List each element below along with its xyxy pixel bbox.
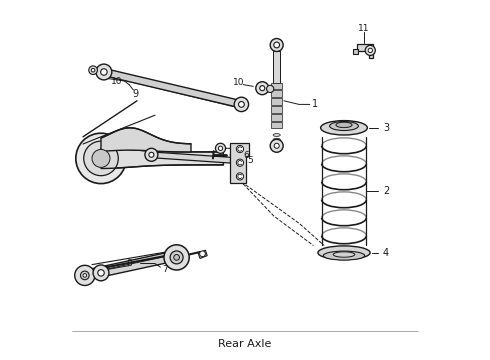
Text: 11: 11	[358, 24, 369, 33]
Polygon shape	[353, 49, 358, 54]
Polygon shape	[151, 152, 231, 163]
Text: 10: 10	[111, 77, 122, 86]
Text: 7: 7	[162, 265, 168, 274]
Circle shape	[76, 133, 126, 184]
Polygon shape	[230, 143, 248, 183]
Ellipse shape	[273, 148, 280, 150]
Text: 4: 4	[383, 248, 389, 258]
Polygon shape	[271, 122, 282, 128]
Polygon shape	[273, 51, 280, 83]
Circle shape	[84, 141, 118, 176]
Polygon shape	[101, 148, 223, 168]
Circle shape	[100, 69, 107, 75]
Circle shape	[89, 66, 98, 75]
Circle shape	[93, 265, 109, 281]
Polygon shape	[271, 98, 282, 105]
Circle shape	[149, 152, 154, 157]
Ellipse shape	[333, 252, 355, 257]
Polygon shape	[103, 68, 242, 108]
Ellipse shape	[320, 121, 368, 135]
Circle shape	[236, 145, 244, 153]
Circle shape	[216, 143, 225, 153]
Circle shape	[260, 86, 265, 91]
Ellipse shape	[323, 251, 365, 260]
Ellipse shape	[273, 138, 280, 141]
Circle shape	[74, 265, 95, 285]
Circle shape	[96, 64, 112, 80]
Circle shape	[219, 146, 222, 150]
Polygon shape	[101, 128, 191, 152]
Text: 1: 1	[312, 99, 318, 109]
Circle shape	[145, 148, 158, 161]
Circle shape	[365, 45, 375, 55]
Circle shape	[234, 97, 248, 112]
Text: 2: 2	[383, 186, 389, 196]
Circle shape	[236, 173, 244, 180]
Polygon shape	[357, 44, 373, 58]
Polygon shape	[271, 106, 282, 113]
Circle shape	[239, 102, 245, 107]
Circle shape	[174, 255, 179, 260]
Text: 5: 5	[247, 156, 253, 165]
Circle shape	[199, 251, 205, 257]
Ellipse shape	[273, 143, 280, 146]
Circle shape	[170, 251, 183, 264]
Polygon shape	[84, 251, 178, 280]
Polygon shape	[271, 83, 282, 89]
Text: Rear Axle: Rear Axle	[219, 339, 271, 349]
Ellipse shape	[273, 134, 280, 136]
Polygon shape	[271, 114, 282, 121]
Circle shape	[368, 48, 372, 53]
Circle shape	[92, 149, 110, 167]
Polygon shape	[271, 90, 282, 97]
Text: 9: 9	[132, 89, 139, 99]
Circle shape	[274, 42, 280, 48]
Circle shape	[274, 143, 279, 148]
Circle shape	[236, 159, 244, 166]
Ellipse shape	[330, 122, 358, 130]
Ellipse shape	[318, 246, 370, 260]
Circle shape	[164, 245, 189, 270]
Circle shape	[270, 139, 283, 152]
Circle shape	[80, 271, 89, 280]
Circle shape	[91, 68, 95, 72]
Text: 3: 3	[383, 123, 389, 133]
Text: 6: 6	[243, 151, 249, 160]
Text: 10: 10	[233, 77, 245, 86]
Text: 8: 8	[126, 259, 132, 268]
Circle shape	[270, 39, 283, 51]
Circle shape	[267, 85, 274, 93]
Circle shape	[256, 82, 269, 95]
Polygon shape	[198, 250, 207, 258]
Ellipse shape	[336, 122, 352, 127]
Circle shape	[83, 274, 87, 277]
Circle shape	[98, 270, 104, 276]
